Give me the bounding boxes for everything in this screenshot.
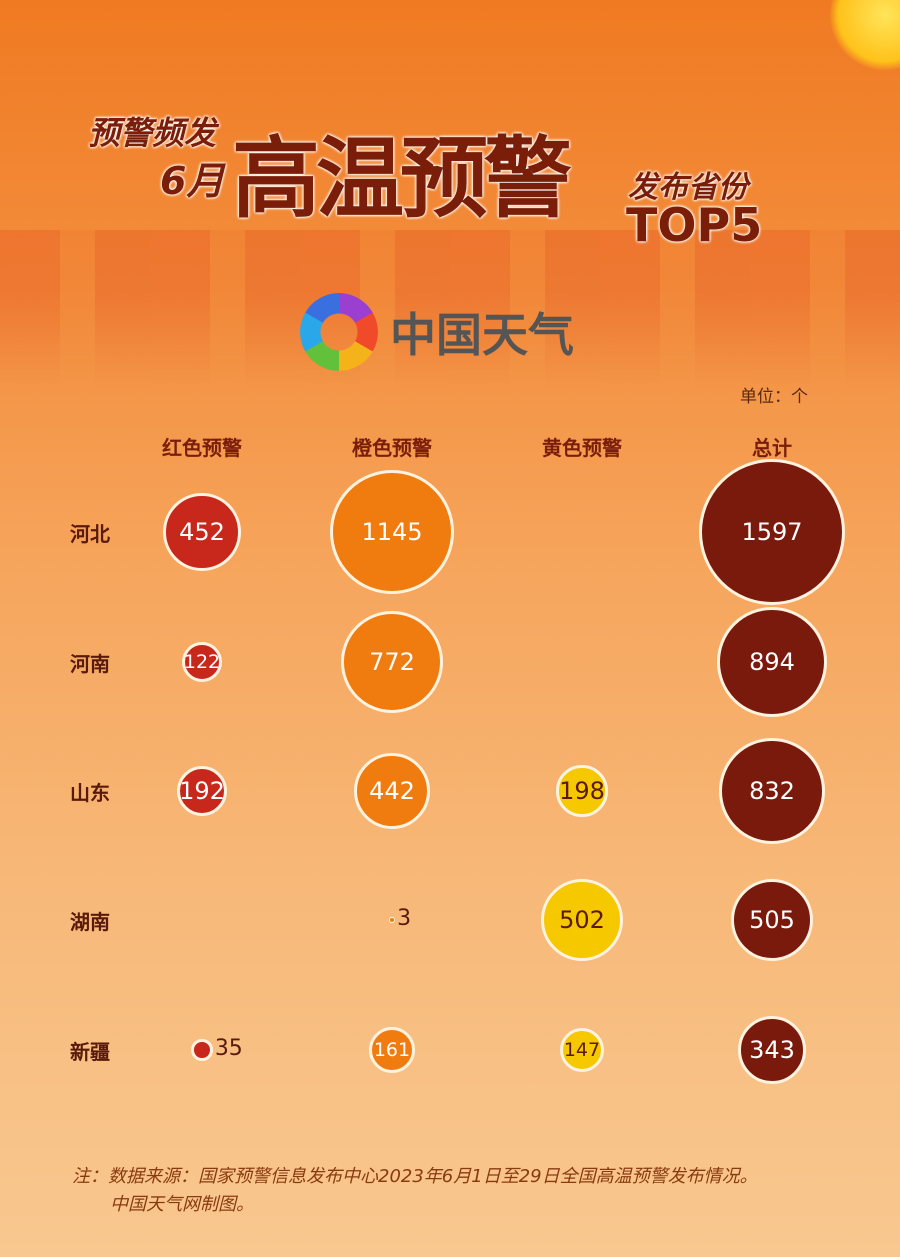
data-label: 502 [559,905,605,934]
bubble-mark [388,916,396,924]
bubble-mark: 161 [368,1026,416,1074]
footnote-line2: 中国天气网制图。 [110,1194,254,1215]
row-header: 山东 [70,781,110,805]
title-main: 高温预警 [232,127,572,230]
logo-text: 中国天气 [390,308,574,362]
footnote-line1: 注：数据来源：国家预警信息发布中心2023年6月1日至29日全国高温预警发布情况… [72,1166,758,1187]
title-line2: 6月 [160,159,225,203]
data-label: 894 [749,647,795,676]
column-header: 橙色预警 [352,436,432,460]
bubble-mark: 832 [719,738,825,844]
data-label: 1145 [361,517,423,546]
data-label: 161 [373,1038,411,1061]
bubble-mark: 198 [556,765,608,817]
row-header: 河北 [70,522,110,546]
logo-pinwheel-icon [300,293,378,371]
data-label: 1597 [741,517,803,546]
bubble-mark: 894 [717,607,827,717]
bubble-mark: 1597 [698,458,846,606]
data-label: 192 [179,776,225,805]
bubble-mark: 343 [738,1016,806,1084]
data-label: 452 [179,517,225,546]
sun-decoration [830,0,900,70]
data-label: 772 [369,647,415,676]
data-label: 35 [214,1036,243,1061]
row-header: 河南 [70,652,110,676]
data-label: 343 [749,1035,795,1064]
bubble-mark: 122 [181,641,223,683]
data-label: 505 [749,905,795,934]
title-line4: TOP5 [626,198,763,252]
data-label: 147 [563,1038,601,1061]
title-line3: 发布省份 [628,170,748,205]
bubble-mark: 502 [540,878,623,961]
logo: 中国天气 [300,293,574,371]
bubble-mark: 1145 [330,470,454,594]
column-header: 黄色预警 [542,436,622,460]
data-label: 122 [183,650,221,673]
bubble-mark: 192 [176,765,228,817]
data-label: 3 [397,906,412,931]
city-skyline-decoration [0,230,900,390]
data-label: 198 [559,776,605,805]
bubble-mark: 147 [559,1027,605,1073]
data-label: 442 [369,776,415,805]
title-line1: 预警频发 [88,114,217,152]
column-header: 红色预警 [162,436,242,460]
row-header: 新疆 [70,1040,110,1064]
data-label: 832 [749,776,795,805]
footnote: 注：数据来源：国家预警信息发布中心2023年6月1日至29日全国高温预警发布情况… [72,1163,758,1219]
unit-label: 单位：个 [740,387,808,407]
bubble-mark: 442 [353,752,431,830]
bubble-mark: 772 [341,611,443,713]
row-header: 湖南 [70,910,110,934]
bubble-mark: 452 [163,493,241,571]
bubble-mark [191,1039,213,1061]
bubble-mark: 505 [730,878,814,962]
column-header: 总计 [752,436,792,460]
